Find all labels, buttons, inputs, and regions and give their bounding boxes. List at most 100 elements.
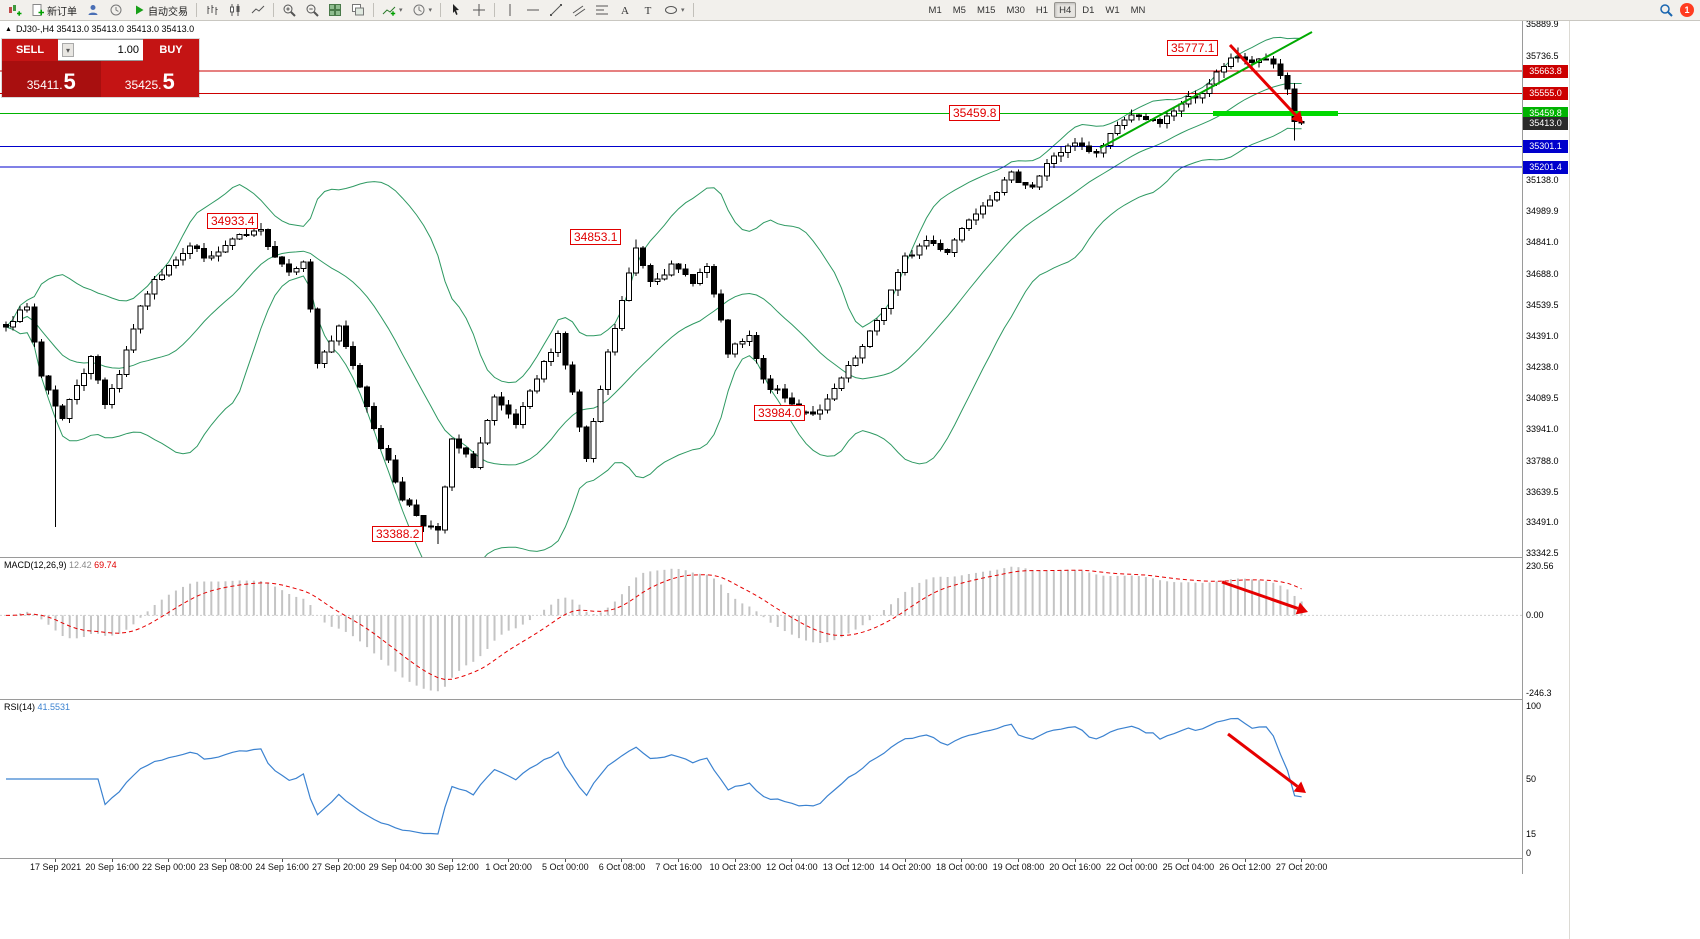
buy-button[interactable]: BUY <box>143 39 199 61</box>
fibonacci-tool-button[interactable] <box>591 1 613 19</box>
profile-icon <box>88 5 98 15</box>
trendline-icon <box>550 4 563 16</box>
zoom-in-icon <box>283 4 296 17</box>
time-axis-tick <box>1131 859 1133 862</box>
time-axis-tick <box>55 859 57 862</box>
macd-main-value: 12.42 <box>69 560 92 570</box>
sell-price-small: 35411. <box>26 78 63 92</box>
bar-chart-icon <box>207 5 218 15</box>
time-axis-tick <box>904 859 906 862</box>
price-scale-tick: 35138.0 <box>1526 175 1559 186</box>
indicators-dropdown-caret-icon[interactable]: ▾ <box>399 7 403 14</box>
candles <box>3 47 1305 544</box>
notification-badge[interactable]: 1 <box>1680 3 1694 17</box>
candlestick-mode-button[interactable] <box>224 1 246 19</box>
timeframe-w1-button[interactable]: W1 <box>1105 4 1120 16</box>
timeframe-h1-button[interactable]: H1 <box>1035 4 1049 16</box>
time-axis-tick <box>848 859 850 862</box>
svg-text:T: T <box>645 5 652 17</box>
price-scale-tick: 33639.5 <box>1526 486 1559 497</box>
zoom-out-button[interactable] <box>301 1 323 19</box>
buy-price-small: 35425. <box>124 78 162 92</box>
rsi-panel-separator[interactable] <box>0 699 1568 700</box>
time-axis-label: 19 Oct 08:00 <box>992 862 1045 872</box>
profile-button[interactable] <box>82 1 104 19</box>
search-icon[interactable] <box>1659 3 1673 17</box>
auto-trading-button[interactable]: 自动交易 <box>128 1 192 19</box>
label-tool-button[interactable]: T <box>637 1 659 19</box>
sell-button[interactable]: SELL <box>2 39 58 61</box>
channel-tool-button[interactable] <box>568 1 590 19</box>
rsi-panel-canvas[interactable] <box>0 700 1522 858</box>
time-axis-tick <box>564 859 566 862</box>
bar-chart-mode-button[interactable] <box>201 1 223 19</box>
rsi-value: 41.5531 <box>37 702 71 712</box>
line-chart-mode-button[interactable] <box>247 1 269 19</box>
time-axis-label: 7 Oct 16:00 <box>655 862 702 872</box>
macd-name: MACD(12,26,9) <box>4 560 67 570</box>
macd-signal-value: 69.74 <box>94 560 117 570</box>
timeframe-m1-button[interactable]: M1 <box>928 4 942 16</box>
tile-windows-button[interactable] <box>324 1 346 19</box>
history-button[interactable] <box>105 1 127 19</box>
price-scale-tick: 34089.5 <box>1526 393 1559 404</box>
cursor-button[interactable] <box>445 1 467 19</box>
new-order-button[interactable]: 新订单 <box>27 1 81 19</box>
price-scale-tick: 34539.5 <box>1526 299 1559 310</box>
timeframe-mn-button[interactable]: MN <box>1130 4 1146 16</box>
time-axis-label: 23 Sep 08:00 <box>198 862 253 872</box>
time-axis-tick <box>168 859 170 862</box>
history-clock-icon <box>110 4 122 16</box>
timeframe-group: M1 M5 M15 M30 H1 H4 D1 W1 MN <box>924 2 1151 18</box>
time-axis-tick <box>621 859 623 862</box>
timeframe-m30-button[interactable]: M30 <box>1006 4 1025 16</box>
rsi-name: RSI(14) <box>4 702 36 712</box>
sell-price-big: 5 <box>63 69 76 94</box>
collapse-triangle-icon[interactable]: ▲ <box>5 25 12 33</box>
macd-histogram <box>12 566 1303 692</box>
shapes-dropdown-caret-icon[interactable]: ▾ <box>681 7 685 14</box>
price-scale[interactable]: 35889.9 35736.5 35138.0 34989.9 34841.0 34688… <box>1522 19 1568 874</box>
volume-input[interactable]: ▾ 1.00 <box>58 39 143 61</box>
trendline-tool-button[interactable] <box>545 1 567 19</box>
timeframe-h4-button[interactable]: H4 <box>1054 2 1077 18</box>
toolbar-separator <box>494 3 496 17</box>
price-scale-tick: 33491.0 <box>1526 517 1559 528</box>
periods-dropdown-caret-icon[interactable]: ▾ <box>428 7 433 14</box>
sell-price-button[interactable]: 35411. 5 <box>2 61 101 97</box>
zoom-out-icon <box>306 4 319 17</box>
time-axis-label: 17 Sep 2021 <box>30 862 82 872</box>
time-axis-tick <box>451 859 453 862</box>
cursor-icon <box>453 4 460 15</box>
macd-panel-canvas[interactable] <box>0 558 1522 700</box>
timeframe-m15-button[interactable]: M15 <box>976 4 996 16</box>
time-axis[interactable]: 17 Sep 2021 20 Sep 16:00 22 Sep 00:00 23 Se… <box>0 858 1522 874</box>
timeframe-d1-button[interactable]: D1 <box>1082 4 1095 16</box>
timeframe-m5-button[interactable]: M5 <box>952 4 966 16</box>
horizontal-line-icon <box>527 9 540 11</box>
buy-price-button[interactable]: 35425. 5 <box>100 61 199 97</box>
crosshair-icon <box>473 4 486 16</box>
auto-trading-play-icon <box>136 5 144 15</box>
zoom-in-button[interactable] <box>278 1 300 19</box>
time-axis-label: 30 Sep 12:00 <box>425 862 479 872</box>
macd-panel-separator[interactable] <box>0 557 1568 558</box>
text-tool-button[interactable]: A <box>614 1 636 19</box>
time-axis-tick <box>791 859 793 862</box>
indicators-button[interactable]: ▾ <box>378 1 407 19</box>
vertical-line-tool-button[interactable] <box>499 1 521 19</box>
volume-dropdown-icon[interactable]: ▾ <box>62 43 74 57</box>
horizontal-line-tool-button[interactable] <box>522 1 544 19</box>
shapes-tool-button[interactable]: ▾ <box>660 1 689 19</box>
cascade-windows-button[interactable] <box>347 1 369 19</box>
rsi-scale-level: 50 <box>1526 774 1537 784</box>
macd-scale-min: -246.3 <box>1526 688 1552 698</box>
main-chart-canvas[interactable] <box>0 21 1522 558</box>
macd-indicator-label: MACD(12,26,9) 12.42 69.74 <box>4 560 117 570</box>
right-empty-pane <box>1569 21 1700 939</box>
price-scale-tick: 33941.0 <box>1526 423 1559 434</box>
crosshair-button[interactable] <box>468 1 490 19</box>
new-chart-button[interactable] <box>4 1 26 19</box>
price-scale-tick: 35736.5 <box>1526 51 1559 61</box>
periods-button[interactable]: ▾ <box>408 1 437 19</box>
